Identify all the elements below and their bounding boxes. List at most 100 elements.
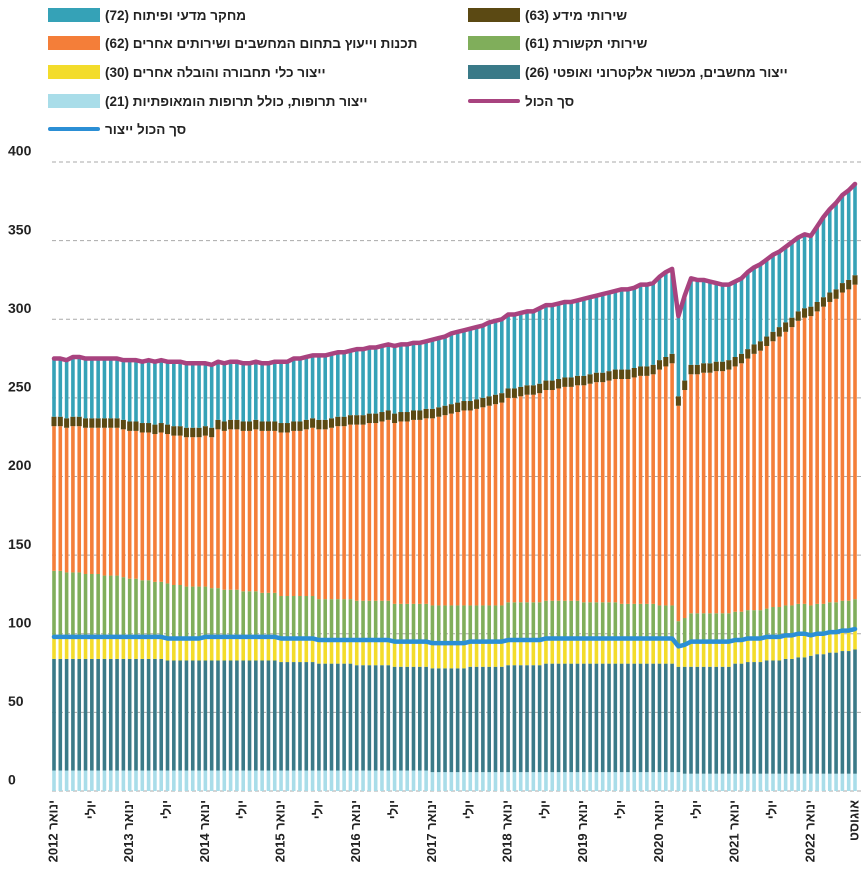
bar-segment	[373, 600, 378, 641]
bar-segment	[701, 372, 706, 614]
bar-segment	[569, 386, 573, 601]
x-tick-label: ינואר 2014	[197, 800, 212, 862]
bar-segment	[481, 407, 485, 606]
bar-segment	[676, 621, 681, 647]
bar-segment	[852, 275, 858, 285]
bar-segment	[442, 405, 448, 416]
bar-segment	[298, 358, 302, 422]
bar-segment	[436, 338, 441, 408]
bar-segment	[657, 663, 662, 773]
bar-segment	[802, 603, 807, 634]
bar-segment	[619, 663, 624, 773]
bar-segment	[90, 770, 94, 791]
bar-segment	[815, 654, 819, 774]
bar-segment	[827, 209, 832, 293]
bar-segment	[380, 600, 384, 641]
bar-segment	[563, 386, 567, 601]
bar-segment	[493, 605, 498, 642]
bar-segment	[739, 773, 744, 791]
bar-segment	[83, 573, 88, 637]
bar-segment	[695, 613, 700, 642]
bar-segment	[417, 410, 423, 420]
bar-segment	[64, 572, 69, 637]
bar-segment	[77, 770, 82, 791]
bar-segment	[184, 660, 189, 771]
bar-segment	[209, 588, 214, 637]
bar-segment	[405, 770, 409, 791]
bar-segment	[272, 430, 277, 593]
bar-segment	[424, 341, 428, 409]
bar-segment	[140, 770, 145, 791]
bar-segment	[695, 374, 700, 614]
bar-segment	[632, 603, 637, 639]
bar-segment	[52, 636, 56, 659]
bar-segment	[436, 605, 441, 644]
bar-segment	[247, 660, 252, 771]
bar-segment	[714, 283, 719, 362]
bar-segment	[373, 640, 378, 666]
bar-segment	[190, 660, 195, 771]
bar-segment	[537, 602, 542, 641]
bar-segment	[304, 662, 309, 771]
bar-segment	[670, 268, 674, 354]
bar-segment	[588, 297, 592, 375]
bar-segment	[771, 773, 775, 791]
bar-segment	[411, 410, 417, 420]
bar-segment	[348, 640, 353, 664]
bar-segment	[834, 773, 838, 791]
bar-segment	[537, 665, 542, 773]
bar-segment	[720, 361, 726, 372]
bar-segment	[254, 429, 258, 592]
bar-segment	[487, 772, 491, 791]
bar-segment	[411, 641, 416, 667]
bar-segment	[689, 374, 693, 614]
bar-segment	[159, 581, 164, 637]
bar-segment	[354, 424, 359, 601]
bar-segment	[272, 660, 277, 771]
bar-segment	[127, 360, 132, 422]
bar-segment	[323, 355, 328, 420]
bar-segment	[487, 322, 491, 397]
bar-segment	[481, 325, 485, 398]
bar-segment	[52, 358, 56, 417]
y-tick-label: 300	[8, 300, 32, 316]
bar-segment	[493, 404, 498, 606]
bar-segment	[549, 380, 555, 391]
bar-segment	[322, 419, 328, 430]
bar-segment	[531, 772, 536, 791]
bar-segment	[449, 772, 454, 791]
bar-segment	[783, 605, 788, 636]
bar-segment	[600, 663, 605, 773]
bar-segment	[544, 772, 548, 791]
y-tick-label: 200	[8, 457, 32, 473]
bar-segment	[354, 640, 359, 666]
bar-segment	[443, 605, 447, 644]
bar-segment	[487, 605, 491, 642]
bar-segment	[650, 364, 656, 375]
bar-segment	[235, 361, 239, 420]
bar-segment	[707, 363, 713, 373]
bar-segment	[745, 638, 750, 663]
bar-segment	[708, 666, 712, 774]
bar-segment	[102, 636, 107, 659]
bar-segment	[291, 662, 296, 771]
x-tick-label: יולי	[462, 800, 477, 819]
bar-segment	[694, 364, 700, 375]
bar-segment	[461, 401, 467, 411]
bar-segment	[436, 668, 441, 773]
bar-segment	[764, 336, 770, 346]
bar-segment	[600, 372, 606, 383]
bar-segment	[77, 356, 82, 417]
bar-segment	[821, 633, 826, 655]
bar-segment	[587, 374, 593, 384]
bar-segment	[134, 770, 138, 791]
bar-segment	[418, 641, 422, 667]
bar-segment	[386, 640, 391, 666]
bar-segment	[626, 638, 630, 664]
bar-segment	[379, 412, 385, 422]
bar-segment	[317, 599, 321, 641]
bar-segment	[651, 283, 655, 365]
bar-segment	[329, 640, 334, 664]
bar-segment	[279, 770, 283, 791]
bar-segment	[197, 586, 201, 639]
